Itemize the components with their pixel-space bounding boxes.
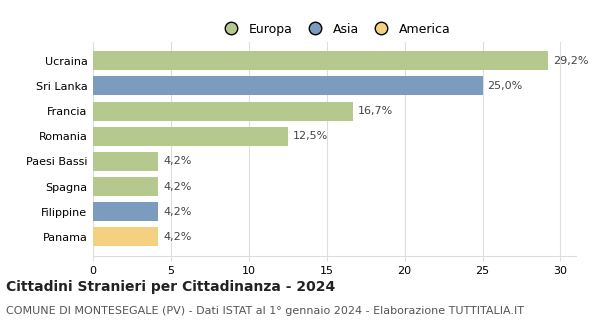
Text: 4,2%: 4,2%: [163, 156, 191, 166]
Text: 25,0%: 25,0%: [487, 81, 523, 91]
Bar: [93, 228, 158, 246]
Bar: [93, 76, 482, 95]
Bar: [93, 152, 158, 171]
Text: 12,5%: 12,5%: [292, 131, 328, 141]
Text: 29,2%: 29,2%: [553, 56, 588, 66]
Bar: [93, 102, 353, 121]
Bar: [93, 127, 288, 146]
Text: 4,2%: 4,2%: [163, 232, 191, 242]
Text: 16,7%: 16,7%: [358, 106, 393, 116]
Text: 4,2%: 4,2%: [163, 181, 191, 192]
Legend: Europa, Asia, America: Europa, Asia, America: [214, 18, 455, 41]
Text: COMUNE DI MONTESEGALE (PV) - Dati ISTAT al 1° gennaio 2024 - Elaborazione TUTTIT: COMUNE DI MONTESEGALE (PV) - Dati ISTAT …: [6, 306, 524, 316]
Bar: [93, 202, 158, 221]
Text: 4,2%: 4,2%: [163, 207, 191, 217]
Bar: [93, 177, 158, 196]
Bar: [93, 51, 548, 70]
Text: Cittadini Stranieri per Cittadinanza - 2024: Cittadini Stranieri per Cittadinanza - 2…: [6, 280, 335, 294]
